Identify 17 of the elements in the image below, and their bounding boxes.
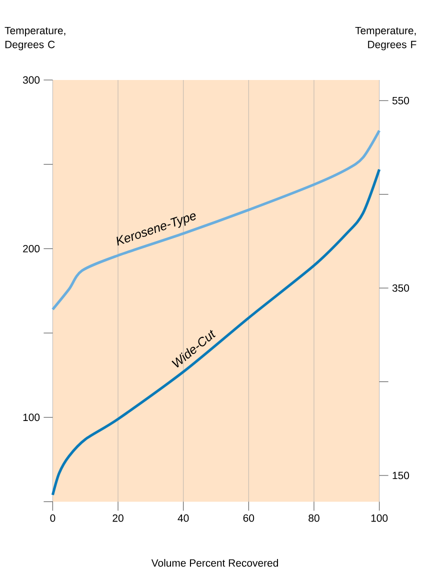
y-tick-label: 100 xyxy=(23,414,40,422)
x-tick-label: 40 xyxy=(178,514,189,522)
y2-axis-title: Temperature, Degrees F xyxy=(355,26,416,50)
line-series xyxy=(51,168,381,496)
x-tick-label: 20 xyxy=(112,514,124,522)
x-tick-label: 100 xyxy=(371,514,388,522)
x-tick-label: 60 xyxy=(243,514,254,522)
y-tick-label: 200 xyxy=(23,244,40,252)
line-series xyxy=(51,129,381,311)
x-tick-label: 0 xyxy=(50,514,56,522)
x-tick-label: 80 xyxy=(308,514,320,522)
y2-tick-label: 350 xyxy=(392,284,410,292)
y-axis-title: Temperature, Degrees C xyxy=(4,26,66,50)
y2-tick-label: 550 xyxy=(392,96,410,104)
y-tick-label: 300 xyxy=(22,76,40,84)
y2-tick-label: 150 xyxy=(392,472,410,480)
x-axis-title: Volume Percent Recovered xyxy=(151,559,278,567)
